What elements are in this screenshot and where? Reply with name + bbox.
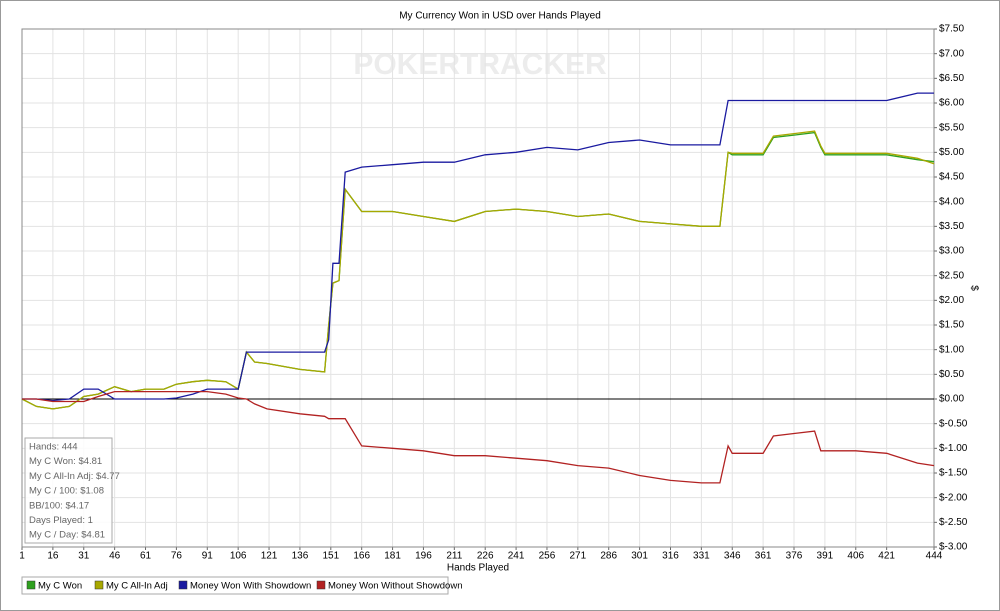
y-tick-label: $5.00: [939, 147, 964, 158]
y-tick-label: $7.50: [939, 24, 964, 35]
stats-line: Days Played: 1: [29, 515, 93, 526]
watermark: POKERTRACKER: [353, 48, 607, 81]
stats-line: My C / 100: $1.08: [29, 486, 104, 497]
y-tick-label: $0.00: [939, 394, 964, 405]
legend-label: My C All-In Adj: [106, 581, 168, 592]
x-tick-label: 444: [926, 551, 943, 562]
stats-line: My C / Day: $4.81: [29, 530, 105, 541]
x-tick-label: 301: [631, 551, 648, 562]
y-tick-label: $4.00: [939, 196, 964, 207]
x-tick-label: 211: [446, 551, 462, 562]
x-tick-label: 361: [755, 551, 772, 562]
legend-label: Money Won Without Showdown: [328, 581, 462, 592]
y-tick-label: $3.00: [939, 246, 964, 257]
x-tick-label: 241: [508, 551, 525, 562]
legend-swatch: [26, 580, 36, 590]
x-tick-label: 286: [600, 551, 617, 562]
stats-line: Hands: 444: [29, 442, 78, 453]
legend-swatch: [316, 580, 326, 590]
x-axis-label: Hands Played: [447, 563, 509, 574]
y-tick-label: $1.50: [939, 320, 964, 331]
x-tick-label: 106: [230, 551, 247, 562]
y-tick-label: $4.50: [939, 172, 964, 183]
x-tick-label: 61: [140, 551, 152, 562]
x-tick-label: 256: [539, 551, 556, 562]
x-tick-label: 316: [662, 551, 679, 562]
series-line: [22, 390, 935, 484]
x-tick-label: 346: [724, 551, 741, 562]
y-tick-label: $-3.00: [939, 542, 968, 553]
stats-line: My C Won: $4.81: [29, 456, 102, 467]
legend-swatch: [94, 580, 104, 590]
x-tick-label: 391: [817, 551, 834, 562]
y-tick-label: $-2.00: [939, 492, 968, 503]
x-tick-label: 166: [353, 551, 370, 562]
stats-box: Hands: 444 My C Won: $4.81 My C All-In Adj…: [24, 437, 120, 544]
y-tick-label: $7.00: [939, 48, 964, 59]
x-tick-label: 196: [415, 551, 432, 562]
y-tick-label: $-0.50: [939, 418, 968, 429]
x-tick-label: 16: [47, 551, 59, 562]
x-tick-label: 91: [202, 551, 214, 562]
x-tick-label: 181: [384, 551, 401, 562]
y-tick-label: $-1.00: [939, 443, 968, 454]
x-tick-label: 226: [477, 551, 494, 562]
x-tick-label: 1: [19, 551, 25, 562]
x-tick-label: 151: [322, 551, 339, 562]
y-tick-label: $-1.50: [939, 468, 968, 479]
stats-line: My C All-In Adj: $4.77: [29, 471, 120, 482]
x-tick-label: 46: [109, 551, 121, 562]
series-line: [22, 92, 934, 402]
x-tick-label: 271: [570, 551, 587, 562]
y-tick-label: $6.00: [939, 98, 964, 109]
legend-frame: [21, 576, 449, 595]
legend-swatch: [178, 580, 188, 590]
x-tick-label: 406: [847, 551, 864, 562]
y-tick-label: $2.50: [939, 270, 964, 281]
y-tick-label: $0.50: [939, 369, 964, 380]
x-tick-label: 376: [786, 551, 803, 562]
y-tick-label: $5.50: [939, 122, 964, 133]
x-tick-label: 136: [292, 551, 309, 562]
legend-label: My C Won: [38, 581, 82, 592]
y-tick-label: $3.50: [939, 221, 964, 232]
chart-title: My Currency Won in USD over Hands Played: [399, 11, 601, 22]
x-tick-label: 421: [878, 551, 895, 562]
y-tick-label: $6.50: [939, 73, 964, 84]
x-tick-label: 121: [261, 551, 278, 562]
stats-box-frame: [24, 437, 113, 544]
series-line: [21, 130, 935, 410]
legend-label: Money Won With Showdown: [190, 581, 311, 592]
x-tick-label: 331: [693, 551, 710, 562]
stats-line: BB/100: $4.17: [29, 500, 89, 511]
x-tick-label: 31: [78, 551, 90, 562]
plot-border: [21, 28, 935, 548]
y-tick-label: $-2.50: [939, 517, 968, 528]
y-tick-label: $1.00: [939, 344, 964, 355]
y-axis-label: $: [968, 285, 979, 291]
y-tick-label: $2.00: [939, 295, 964, 306]
x-tick-label: 76: [171, 551, 183, 562]
